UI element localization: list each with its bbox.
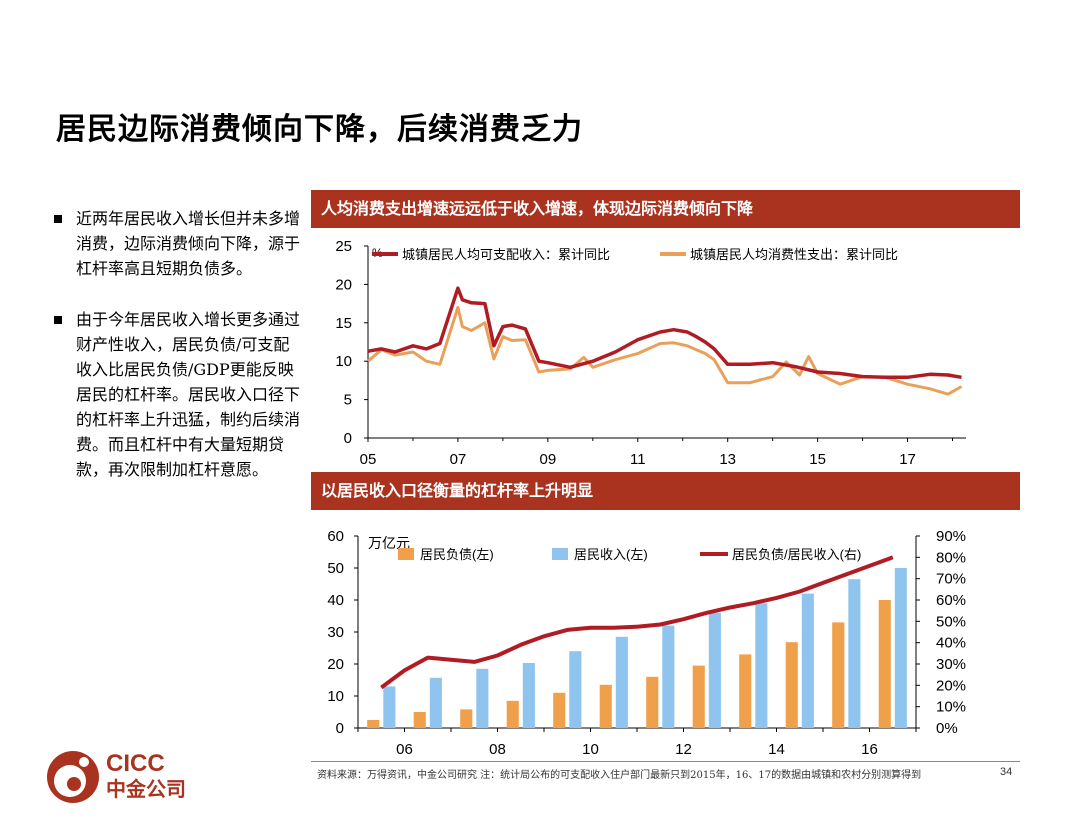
chart2-right-tick-label: 20% (936, 677, 966, 694)
bullet-item-1: 近两年居民收入增长但并未多增消费，边际消费倾向下降，源于杠杆率高且短期负债多。 (54, 206, 302, 281)
chart2-debt-bar (739, 654, 752, 728)
chart2-left-tick-label: 0 (336, 720, 344, 737)
bullet-text-2: 由于今年居民收入增长更多通过财产性收入，居民负债/可支配收入比居民负债/GDP更… (76, 310, 301, 479)
page-number: 34 (1000, 766, 1013, 778)
chart2-x-tick-label: 10 (582, 741, 599, 758)
chart2-right-tick-label: 50% (936, 613, 966, 630)
chart1-y-tick-label: 25 (335, 238, 352, 255)
chart2-left-tick-label: 30 (327, 624, 344, 641)
chart1-x-tick-label: 07 (450, 451, 467, 468)
chart2-debt-bar (646, 676, 659, 728)
chart1-legend-label: 城镇居民人均可支配收入：累计同比 (402, 247, 610, 262)
bullet-text-1: 近两年居民收入增长但并未多增消费，边际消费倾向下降，源于杠杆率高且短期负债多。 (76, 209, 301, 278)
chart1-y-tick-label: 0 (344, 430, 352, 447)
bullet-square-icon (54, 215, 62, 223)
chart1-y-tick-label: 10 (335, 353, 352, 370)
chart1-x-tick-label: 11 (630, 451, 646, 468)
chart2-right-tick-label: 80% (936, 549, 966, 566)
chart1-unit-label: % (372, 246, 383, 260)
chart2-income-bar (662, 625, 675, 728)
chart2-right-tick-label: 90% (936, 528, 966, 545)
chart2-income-bar (522, 663, 535, 728)
chart1-income-line (367, 286, 962, 380)
chart2-legend-label: 居民负债(左) (420, 547, 494, 562)
chart1-x-tick-label: 13 (719, 451, 736, 468)
chart2-right-tick-label: 0% (936, 720, 958, 737)
chart2-debt-bar (413, 712, 426, 728)
chart2-income-bar (383, 686, 396, 728)
chart2-right-tick-label: 40% (936, 635, 966, 652)
bullet-square-icon (54, 316, 62, 324)
source-note: 资料来源：万得资讯，中金公司研究 注：统计局公布的可支配收入住户部门最新只到20… (317, 770, 922, 781)
cicc-logo: CICC 中金公司 (44, 748, 204, 808)
chart2-debt-bar (785, 642, 798, 728)
footer-divider (311, 761, 1020, 762)
chart2-debt-bar (506, 700, 519, 728)
chart2-left-tick-label: 60 (327, 528, 344, 545)
chart2-legend-swatch (398, 548, 414, 560)
chart1-x-tick-label: 05 (360, 451, 377, 468)
chart2-income-bar (801, 593, 814, 728)
logo-text-cn: 中金公司 (106, 777, 186, 801)
chart2-legend-label: 居民负债/居民收入(右) (732, 547, 861, 562)
chart2-ratio-line (380, 555, 894, 690)
chart1-x-tick-label: 09 (540, 451, 557, 468)
chart2-x-tick-label: 12 (675, 741, 692, 758)
chart2-x-tick-label: 06 (396, 741, 413, 758)
chart2-income-bar (429, 677, 442, 728)
chart2-legend-label: 居民收入(左) (574, 547, 648, 562)
chart2-income-bar (894, 568, 907, 728)
chart2-debt-bar (367, 720, 380, 728)
chart1-y-tick-label: 20 (335, 276, 352, 293)
chart1-y-tick-label: 5 (344, 392, 352, 409)
chart2-income-bar (476, 668, 489, 728)
bullet-item-2: 由于今年居民收入增长更多通过财产性收入，居民负债/可支配收入比居民负债/GDP更… (54, 307, 302, 482)
chart1-y-tick-label: 15 (335, 315, 352, 332)
chart2-right-tick-label: 10% (936, 699, 966, 716)
chart2-debt-bar (553, 692, 566, 728)
chart2-right-tick-label: 70% (936, 571, 966, 588)
chart2-left-tick-label: 40 (327, 592, 344, 609)
chart2-left-tick-label: 50 (327, 560, 344, 577)
chart2-income-bar (755, 603, 768, 728)
chart2-right-tick-label: 60% (936, 592, 966, 609)
chart2-income-bar (569, 651, 582, 728)
chart2-x-tick-label: 16 (861, 741, 878, 758)
chart1-consumption-line (367, 305, 963, 396)
chart2-debt-bar (599, 684, 612, 728)
chart2-left-tick-label: 20 (327, 656, 344, 673)
chart1-x-tick-label: 17 (899, 451, 916, 468)
chart2-x-tick-label: 14 (768, 741, 785, 758)
chart2-x-tick-label: 08 (489, 741, 506, 758)
chart2-income-bar (615, 636, 628, 728)
chart2-debt-bar (832, 622, 845, 728)
chart2-income-bar (848, 579, 861, 728)
chart2-legend-swatch (552, 548, 568, 560)
chart2-income-bar (708, 612, 721, 728)
chart2-title: 以居民收入口径衡量的杠杆率上升明显 (311, 472, 1020, 510)
chart2-right-tick-label: 30% (936, 656, 966, 673)
chart1-x-tick-label: 15 (809, 451, 826, 468)
bullet-list: 近两年居民收入增长但并未多增消费，边际消费倾向下降，源于杠杆率高且短期负债多。 … (54, 206, 302, 508)
cicc-emblem-icon (47, 751, 99, 803)
chart2-debt-bar (460, 709, 473, 728)
logo-text-en: CICC (106, 750, 165, 777)
page-title: 居民边际消费倾向下降，后续消费乏力 (56, 112, 583, 147)
chart2-left-tick-label: 10 (327, 688, 344, 705)
chart2-debt-bar (692, 665, 705, 728)
chart2-unit-label: 万亿元 (368, 535, 410, 551)
chart2-debt-bar (878, 600, 891, 728)
chart1-title: 人均消费支出增速远远低于收入增速，体现边际消费倾向下降 (311, 190, 1020, 228)
chart1-legend-label: 城镇居民人均消费性支出：累计同比 (690, 247, 898, 262)
